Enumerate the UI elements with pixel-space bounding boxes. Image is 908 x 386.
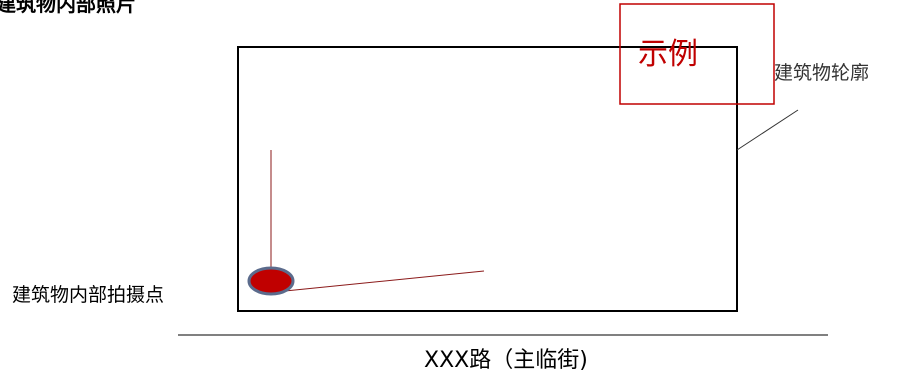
photo-point-label: 建筑物内部拍摄点 xyxy=(12,284,165,306)
street-label: XXX路（主临街) xyxy=(424,348,588,373)
outline-leader-line xyxy=(736,109,799,151)
view-direction-line-horizontal xyxy=(284,270,485,292)
camera-point-marker xyxy=(247,266,295,296)
building-outline-label: 建筑物轮廓 xyxy=(774,62,870,84)
building-outline xyxy=(237,46,738,312)
legend-box xyxy=(619,3,775,105)
legend-label: 示例 xyxy=(638,37,698,72)
page-title: 建筑物内部照片 xyxy=(0,0,136,16)
